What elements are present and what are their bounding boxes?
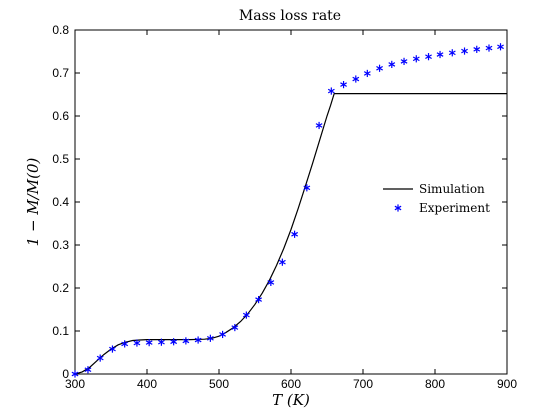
x-tick-label: 500 [209,377,229,391]
data-point-experiment [461,47,468,55]
x-tick-label: 900 [497,377,517,391]
x-tick-label: 400 [137,377,157,391]
y-tick-label: 0.7 [52,66,69,80]
y-tick-label: 0 [62,367,69,381]
data-point-experiment [352,75,360,83]
data-point-experiment [388,60,396,68]
y-tick-label: 0.3 [52,238,69,252]
data-point-experiment [303,184,311,192]
x-tick-label: 600 [281,377,301,391]
y-axis: 0 0.1 0.2 0.3 0.4 0.5 0.6 0.7 0.8 [52,23,507,381]
y-tick-label: 0.4 [52,195,69,209]
y-axis-label: 1 − M/M(0) [24,158,42,247]
data-point-experiment [327,87,335,95]
data-point-experiment [206,334,214,342]
y-tick-label: 0.2 [52,281,69,295]
data-point-experiment [170,338,178,346]
series-line-simulation [74,92,507,375]
data-point-experiment [291,230,299,238]
series-markers-experiment [71,43,504,378]
data-point-experiment [71,370,79,378]
legend-label: Experiment [419,201,490,215]
legend: Simulation Experiment [383,182,490,215]
data-point-experiment [425,53,432,61]
data-point-experiment [96,354,104,362]
data-point-experiment [400,57,408,65]
y-tick-label: 0.5 [52,152,69,166]
data-point-experiment [157,338,165,346]
y-tick-label: 0.1 [52,324,69,338]
data-point-experiment [340,81,347,89]
data-point-experiment [231,323,239,332]
data-point-experiment [315,121,323,130]
x-tick-label: 800 [425,377,445,391]
data-point-experiment [255,296,263,304]
data-point-experiment [278,258,286,266]
y-tick-label: 0.6 [52,109,69,123]
data-point-experiment [267,278,275,287]
data-point-experiment [363,69,371,78]
chart-title: Mass loss rate [239,8,341,24]
x-tick-label: 300 [65,377,85,391]
legend-swatch-experiment [394,204,402,212]
data-point-experiment [109,345,116,353]
data-point-experiment [133,339,141,347]
x-axis-label: T (K) [272,391,310,409]
series-layer [71,43,507,378]
legend-label: Simulation [419,182,485,196]
data-point-experiment [448,49,456,57]
data-point-experiment [182,337,190,345]
data-point-experiment [376,64,383,72]
data-point-experiment [412,55,420,63]
data-point-experiment [84,366,92,374]
x-tick-label: 700 [353,377,373,391]
data-point-experiment [485,44,493,52]
data-point-experiment [194,336,202,344]
data-point-experiment [121,340,129,348]
data-point-experiment [219,330,227,339]
data-point-experiment [436,50,444,59]
data-point-experiment [473,45,481,53]
data-point-experiment [145,339,153,347]
y-tick-label: 0.8 [52,23,69,37]
data-point-experiment [242,311,250,319]
x-axis: 300 400 500 600 700 800 900 [65,30,517,391]
data-point-experiment [497,43,504,51]
